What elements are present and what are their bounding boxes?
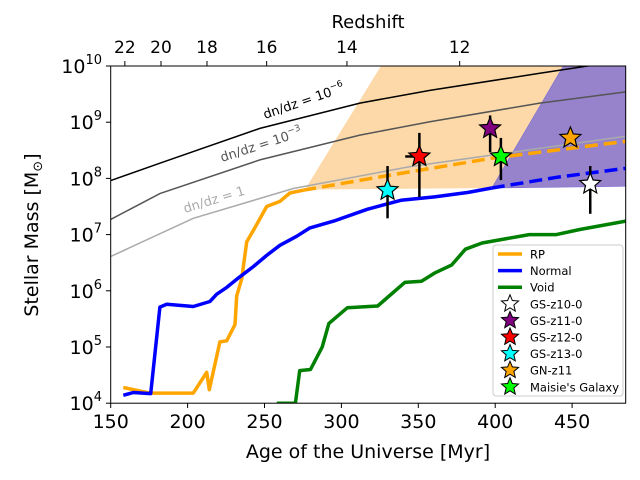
x-tick-label: 350 [400,411,436,433]
y-tick-label: 104 [70,390,102,415]
legend-label: Maisie's Galaxy [530,380,619,394]
dndz-curve-2 [110,135,626,258]
series-extrapolation-rp [303,139,626,192]
x-tick-label: 450 [554,411,590,433]
dndz-curve-0 [110,66,593,182]
top-tick-label: 20 [150,38,172,58]
legend-label: GS-z13-0 [530,347,583,361]
top-tick-label: 22 [114,38,136,58]
series-extrapolation-normal [491,166,626,190]
legend: RP Normal Void GS-z10-0 GS-z11-0 GS-z12-0 GS-z… [492,244,624,397]
legend-label: Void [530,281,555,295]
y-tick-label: 109 [70,109,102,134]
series-line-rp [122,188,304,395]
series-line-normal [122,186,493,397]
star-marker-2 [407,143,432,167]
y-axis-label: Stellar Mass [M⊙] [21,153,46,316]
legend-label: GS-z12-0 [530,331,583,345]
legend-label: RP [530,248,545,262]
x-tick-label: 200 [169,411,205,433]
top-tick-label: 18 [196,38,218,58]
legend-box [492,244,624,397]
legend-star-icon [500,343,520,362]
star-marker-5 [488,143,513,167]
x-axis-label: Age of the Universe [Myr] [246,441,490,463]
legend-label: Normal [530,264,572,278]
legend-star-icon [500,376,520,396]
star-marker-4 [558,125,583,149]
dndz-curve-1 [110,91,626,221]
legend-star-icon [500,310,520,329]
legend-label: GS-z10-0 [530,297,583,311]
legend-label: GS-z11-0 [530,314,583,328]
y-tick-label: 1010 [61,53,102,78]
top-tick-label: 14 [336,38,358,58]
top-axis-label: Redshift [331,12,404,33]
star-marker-3 [375,177,400,201]
star-marker-0 [578,171,603,195]
model-lines [122,139,626,404]
x-tick-label: 250 [246,411,282,433]
series-line-void [276,219,626,404]
top-tick-label: 16 [256,38,278,58]
dndz-label-0: dn/dz = 10−6 [261,79,347,123]
y-tick-label: 107 [70,222,102,247]
axes: 150 200 250 300 350 400 450 104 105 106 107 108 109 1… [61,38,590,433]
x-tick-label: 150 [93,411,129,433]
top-tick-label: 12 [449,38,471,58]
y-tick-label: 105 [70,334,102,359]
legend-star-icon [500,359,520,379]
dndz-curves [110,66,626,258]
observations [375,115,603,219]
x-tick-label: 300 [323,411,359,433]
legend-label: GN-z11 [530,364,572,378]
legend-star-icon [500,293,520,313]
x-tick-label: 400 [477,411,513,433]
star-marker-1 [478,115,503,139]
y-tick-label: 106 [70,278,102,303]
legend-star-icon [500,326,520,346]
y-tick-label: 108 [70,165,102,190]
